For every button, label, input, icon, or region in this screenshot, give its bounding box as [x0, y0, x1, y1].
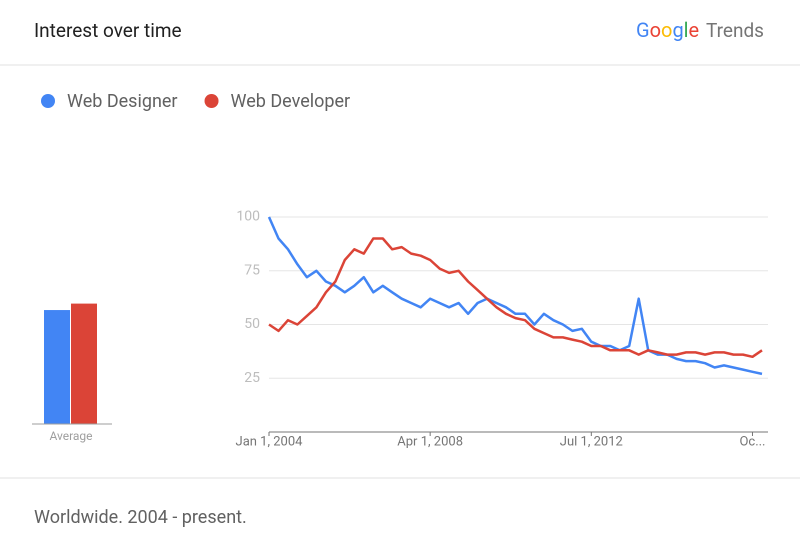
series-line: [268, 237, 763, 359]
legend-label: Web Designer: [67, 91, 178, 112]
y-tick-label: 75: [244, 262, 260, 278]
card-title: Interest over time: [34, 19, 182, 42]
y-tick-label: 100: [236, 209, 260, 225]
legend-dot: [204, 94, 219, 108]
y-tick-label: 25: [244, 370, 260, 386]
x-tick-label: Jul 1, 2012: [560, 434, 623, 449]
brand-product: Trends: [706, 19, 764, 42]
x-tick-label: Jan 1, 2004: [236, 434, 304, 449]
series-line: [267, 216, 763, 376]
average-bar: [44, 310, 70, 424]
legend-dot: [41, 94, 55, 108]
average-label: Average: [49, 429, 92, 443]
x-tick-label: Oc...: [739, 434, 765, 449]
footer-text: Worldwide. 2004 - present.: [34, 507, 247, 528]
average-bar: [71, 303, 97, 424]
x-tick-label: Apr 1, 2008: [397, 434, 463, 449]
brand-logo: Google: [636, 18, 699, 42]
legend-label: Web Developer: [231, 91, 351, 112]
y-tick-label: 50: [244, 316, 260, 332]
